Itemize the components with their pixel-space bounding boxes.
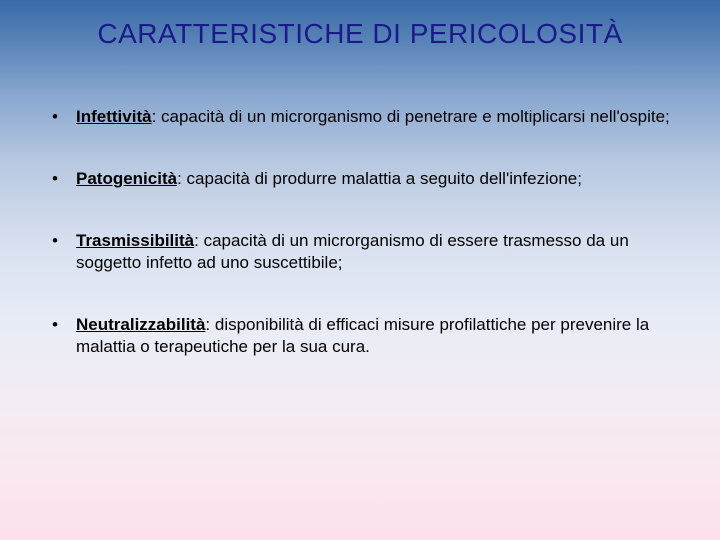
list-item: Infettività: capacità di un microrganism… <box>48 106 672 128</box>
term: Infettività <box>76 107 152 126</box>
definition: : capacità di un microrganismo di penetr… <box>152 107 670 126</box>
slide: CARATTERISTICHE DI PERICOLOSITÀ Infettiv… <box>0 0 720 540</box>
term: Patogenicità <box>76 169 177 188</box>
bullet-list: Infettività: capacità di un microrganism… <box>36 106 684 359</box>
term: Trasmissibilità <box>76 231 194 250</box>
list-item: Trasmissibilità: capacità di un microrga… <box>48 230 672 274</box>
term: Neutralizzabilità <box>76 315 205 334</box>
list-item: Patogenicità: capacità di produrre malat… <box>48 168 672 190</box>
slide-title: CARATTERISTICHE DI PERICOLOSITÀ <box>36 18 684 50</box>
definition: : capacità di produrre malattia a seguit… <box>177 169 582 188</box>
list-item: Neutralizzabilità: disponibilità di effi… <box>48 314 672 358</box>
